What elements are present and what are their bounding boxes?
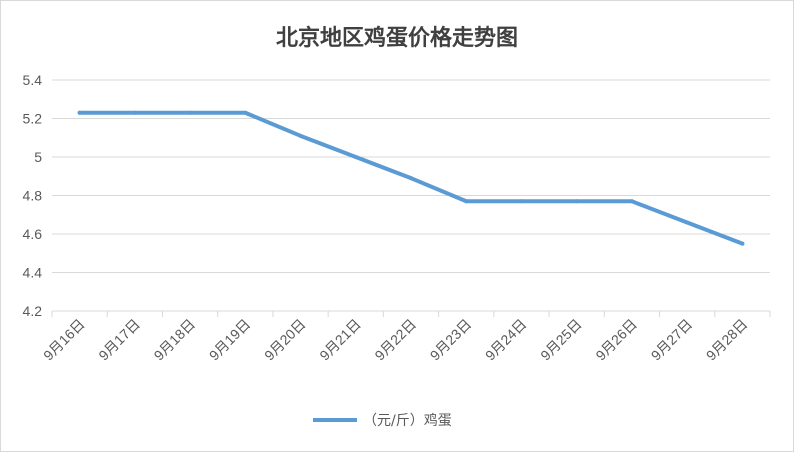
- data-point: [574, 199, 579, 204]
- x-axis: 9月16日 9月17日 9月18日 9月19日 9月20日 9月21日 9月22日 9月23日…: [40, 311, 771, 364]
- chart-title: 北京地区鸡蛋价格走势图: [276, 25, 518, 51]
- x-tick-label: 9月25日: [537, 316, 585, 364]
- data-point: [685, 220, 690, 225]
- legend: （元/斤）鸡蛋: [313, 412, 452, 429]
- data-point: [464, 199, 469, 204]
- x-tick-label: 9月20日: [261, 316, 309, 364]
- data-point: [77, 110, 82, 115]
- x-tick-label: 9月27日: [648, 316, 696, 364]
- grid-lines: [52, 79, 770, 312]
- x-tick-label: 9月17日: [95, 316, 143, 364]
- y-tick-label: 4.2: [23, 303, 43, 319]
- data-point: [188, 110, 193, 115]
- x-tick-label: 9月26日: [592, 316, 640, 364]
- y-tick-label: 5.4: [23, 72, 43, 88]
- series-group: [77, 110, 745, 246]
- data-point: [409, 176, 413, 181]
- data-point: [298, 133, 303, 138]
- data-point: [629, 199, 634, 204]
- data-point: [132, 110, 137, 115]
- legend-label: （元/斤）鸡蛋: [363, 412, 452, 429]
- x-tick-label: 9月22日: [371, 316, 419, 364]
- y-tick-label: 4.8: [23, 188, 43, 204]
- data-point: [519, 199, 524, 204]
- y-axis-ticks: 4.2 4.4 4.6 4.8 5 5.2 5.4: [23, 72, 43, 319]
- x-tick-label: 9月24日: [482, 316, 530, 364]
- y-tick-label: 5: [34, 149, 42, 165]
- x-tick-label: 9月28日: [703, 316, 751, 364]
- y-tick-label: 5.2: [23, 111, 43, 127]
- x-tick-label: 9月21日: [316, 316, 364, 364]
- data-point: [353, 155, 358, 159]
- x-tick-label: 9月23日: [427, 316, 475, 364]
- x-tick-label: 9月19日: [206, 316, 254, 364]
- y-tick-label: 4.4: [23, 265, 43, 281]
- data-point: [740, 241, 745, 246]
- x-tick-label: 9月18日: [151, 316, 199, 364]
- x-tick-label: 9月16日: [40, 316, 88, 364]
- data-point: [243, 110, 248, 115]
- y-tick-label: 4.6: [23, 226, 43, 242]
